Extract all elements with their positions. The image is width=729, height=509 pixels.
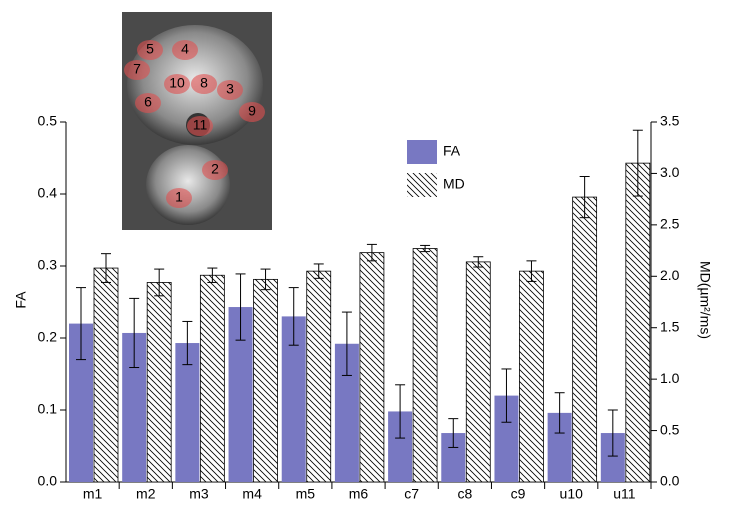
bar <box>466 262 490 482</box>
y2-tick-label: 1.5 <box>660 318 680 334</box>
bar <box>519 271 543 482</box>
y2-tick-label: 1.0 <box>660 370 680 386</box>
y2-tick-label: 2.5 <box>660 216 680 232</box>
y2-axis-title: MD(µm²/ms) <box>697 261 713 339</box>
bar <box>254 279 278 482</box>
bar <box>360 253 384 482</box>
x-tick-label: c8 <box>457 486 472 502</box>
x-tick-label: m3 <box>189 486 209 502</box>
y-tick-label: 0.4 <box>38 185 58 201</box>
bar <box>626 163 650 482</box>
y-axis-title: FA <box>13 291 29 309</box>
x-tick-label: m1 <box>83 486 103 502</box>
legend-label: MD <box>443 176 465 192</box>
inset-label: 3 <box>226 81 234 97</box>
inset-label: 4 <box>181 41 189 57</box>
y-tick-label: 0.1 <box>38 401 58 417</box>
x-tick-label: u11 <box>613 486 636 502</box>
x-tick-label: m6 <box>349 486 369 502</box>
inset-label: 2 <box>211 161 219 177</box>
inset-label: 8 <box>200 75 208 91</box>
bar <box>573 197 597 482</box>
inset-label: 5 <box>146 41 154 57</box>
x-tick-label: m4 <box>242 486 262 502</box>
inset-label: 9 <box>248 103 256 119</box>
y2-tick-label: 2.0 <box>660 267 680 283</box>
inset-label: 1 <box>175 189 183 205</box>
inset-label: 11 <box>193 117 208 133</box>
legend-swatch <box>407 173 437 197</box>
y-tick-label: 0.5 <box>38 113 58 129</box>
x-tick-label: u10 <box>560 486 584 502</box>
x-tick-label: m5 <box>296 486 316 502</box>
y2-tick-label: 3.5 <box>660 113 680 129</box>
y-tick-label: 0.3 <box>38 257 58 273</box>
bar <box>413 249 437 482</box>
x-tick-label: c7 <box>404 486 419 502</box>
y-tick-label: 0.2 <box>38 329 58 345</box>
y2-tick-label: 3.0 <box>660 164 680 180</box>
x-tick-label: c9 <box>511 486 526 502</box>
bar <box>147 282 171 482</box>
bar <box>200 275 224 482</box>
legend-label: FA <box>443 143 461 159</box>
chart: 1 2 3 4 5 6 7 8 9 10 11 FA MD(µm²/ms) 0.0 0.1 0.2 0.3… <box>0 0 729 504</box>
bar <box>307 271 331 482</box>
inset-label: 6 <box>144 94 152 110</box>
y2-tick-label: 0.5 <box>660 421 680 437</box>
x-tick-label: m2 <box>136 486 156 502</box>
inset-label: 7 <box>133 61 141 77</box>
inset-label: 10 <box>169 75 185 91</box>
bar <box>94 268 118 482</box>
legend-swatch <box>407 140 437 164</box>
y-tick-label: 0.0 <box>38 473 58 489</box>
y2-tick-label: 0.0 <box>660 473 680 489</box>
inset-image: 1 2 3 4 5 6 7 8 9 10 11 <box>122 12 272 230</box>
